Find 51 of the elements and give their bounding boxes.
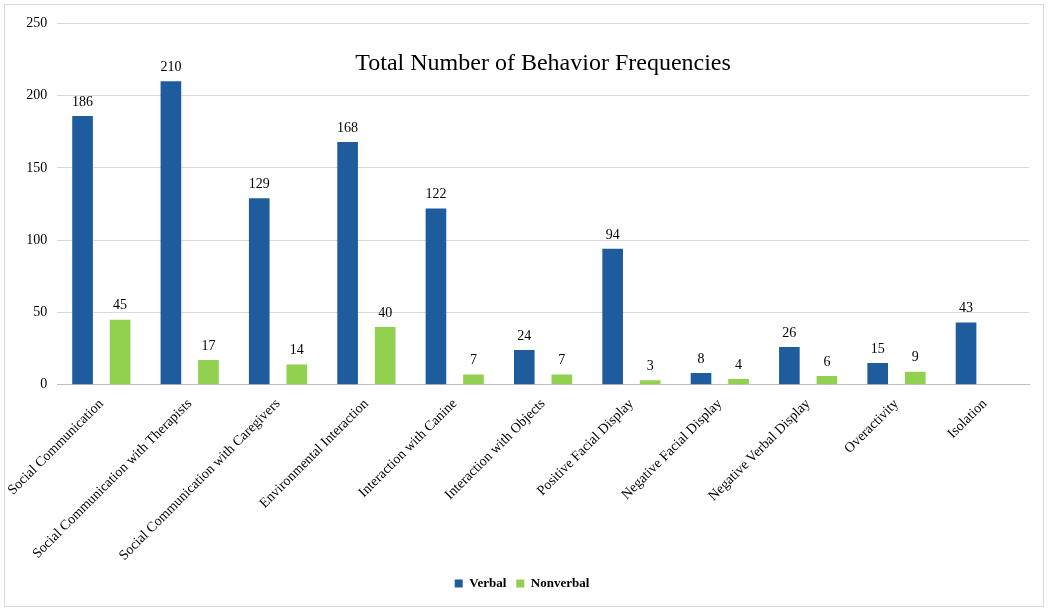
- bar: [198, 360, 219, 385]
- y-tick-label: 0: [40, 376, 48, 392]
- data-label: 3: [646, 358, 654, 374]
- data-label: 43: [959, 300, 974, 316]
- bar: [867, 363, 889, 385]
- bar: [425, 208, 447, 385]
- data-label: 9: [911, 349, 919, 365]
- data-label: 7: [470, 352, 477, 368]
- bar: [463, 374, 484, 385]
- bar: [160, 81, 182, 385]
- bar: [816, 376, 838, 385]
- y-tick-label: 100: [26, 231, 48, 247]
- data-label: 7: [558, 352, 566, 368]
- bar: [337, 141, 358, 385]
- data-label: 14: [289, 342, 304, 358]
- data-label: 94: [605, 226, 620, 242]
- bar: [109, 319, 131, 385]
- bar: [955, 322, 977, 385]
- bar: [602, 248, 623, 385]
- bar: [248, 198, 270, 385]
- data-label: 4: [735, 356, 743, 372]
- bar: [374, 326, 396, 385]
- bar: [779, 347, 800, 385]
- data-label: 168: [337, 119, 359, 135]
- bar: [513, 350, 535, 385]
- data-label: 24: [517, 327, 532, 343]
- legend-label: Nonverbal: [530, 574, 590, 590]
- legend-label: Verbal: [469, 574, 507, 590]
- y-tick-label: 150: [26, 159, 48, 175]
- bar: [551, 374, 573, 385]
- bar: [639, 380, 661, 385]
- data-label: 186: [72, 93, 94, 109]
- data-label: 40: [378, 304, 393, 320]
- data-label: 6: [823, 353, 831, 369]
- bar: [904, 371, 926, 385]
- data-label: 210: [160, 58, 182, 74]
- bar: [728, 378, 749, 385]
- data-label: 15: [870, 340, 885, 356]
- data-label: 45: [113, 297, 128, 313]
- data-label: 122: [425, 186, 447, 202]
- data-label: 26: [782, 324, 797, 340]
- bar: [72, 115, 93, 385]
- data-label: 17: [201, 337, 216, 353]
- data-label: 8: [697, 350, 705, 366]
- y-tick-label: 200: [26, 87, 48, 103]
- y-tick-label: 50: [33, 304, 48, 320]
- text: Total Number of Behavior Frequencies: [355, 48, 731, 75]
- data-label: 129: [248, 175, 270, 191]
- y-tick-label: 250: [26, 15, 48, 31]
- bar: [690, 373, 712, 385]
- bar: [286, 364, 308, 385]
